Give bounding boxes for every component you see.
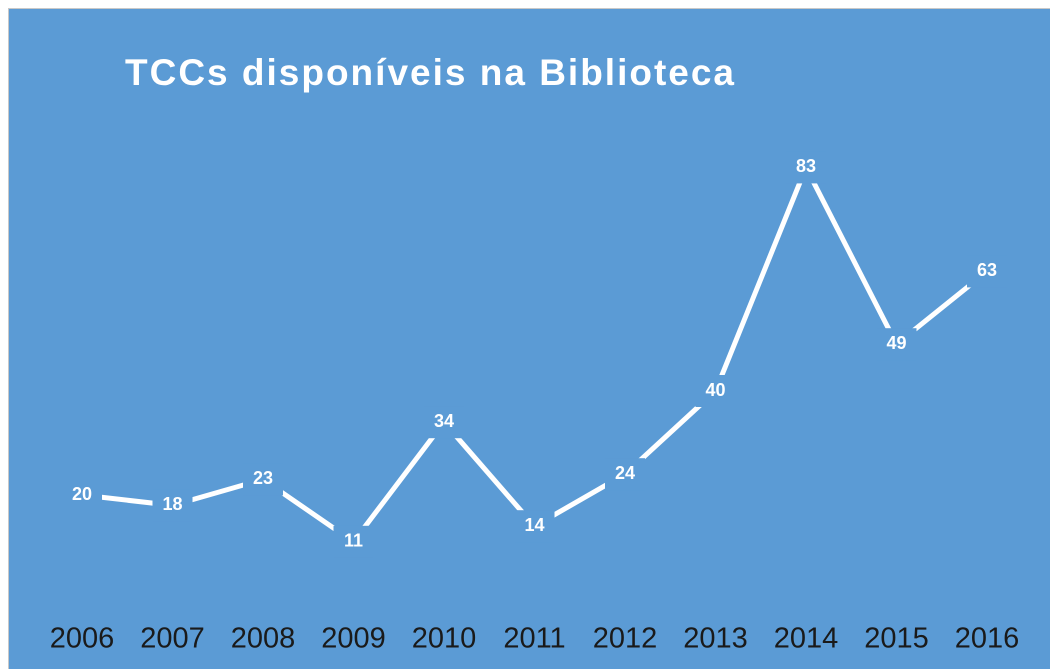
data-label-background [876, 328, 917, 361]
x-tick-label: 2012 [593, 623, 658, 655]
data-label: 63 [977, 260, 997, 280]
data-label-background [243, 463, 283, 496]
data-label-background [514, 510, 555, 543]
data-label: 40 [705, 380, 725, 400]
x-tick-label: 2008 [231, 623, 296, 655]
data-label-background [695, 375, 736, 407]
data-label: 24 [615, 463, 635, 483]
chart-title: TCCs disponíveis na Biblioteca [125, 52, 736, 93]
data-label: 23 [253, 468, 273, 488]
x-tick-label: 2013 [683, 623, 748, 655]
data-label: 11 [344, 531, 363, 551]
data-label-background [424, 406, 464, 439]
data-label: 20 [72, 484, 92, 504]
x-tick-label: 2011 [503, 623, 565, 655]
x-tick-label: 2007 [140, 623, 205, 655]
data-label: 49 [886, 333, 906, 353]
data-label-background [786, 151, 826, 184]
chart-background [8, 8, 1050, 669]
data-label: 14 [524, 515, 544, 535]
data-label: 34 [434, 411, 454, 431]
x-tick-label: 2009 [321, 623, 386, 655]
x-tick-label: 2015 [864, 623, 929, 655]
x-tick-label: 2006 [50, 623, 115, 655]
data-label-background [967, 255, 1007, 288]
data-label: 83 [796, 156, 816, 176]
x-tick-label: 2014 [774, 623, 839, 655]
data-label-background [62, 479, 102, 511]
data-label-background [605, 458, 645, 491]
data-label-background [152, 489, 193, 522]
x-tick-label: 2016 [955, 623, 1020, 655]
data-label: 18 [162, 494, 182, 514]
x-tick-label: 2010 [412, 623, 477, 655]
data-label-background [333, 525, 374, 558]
